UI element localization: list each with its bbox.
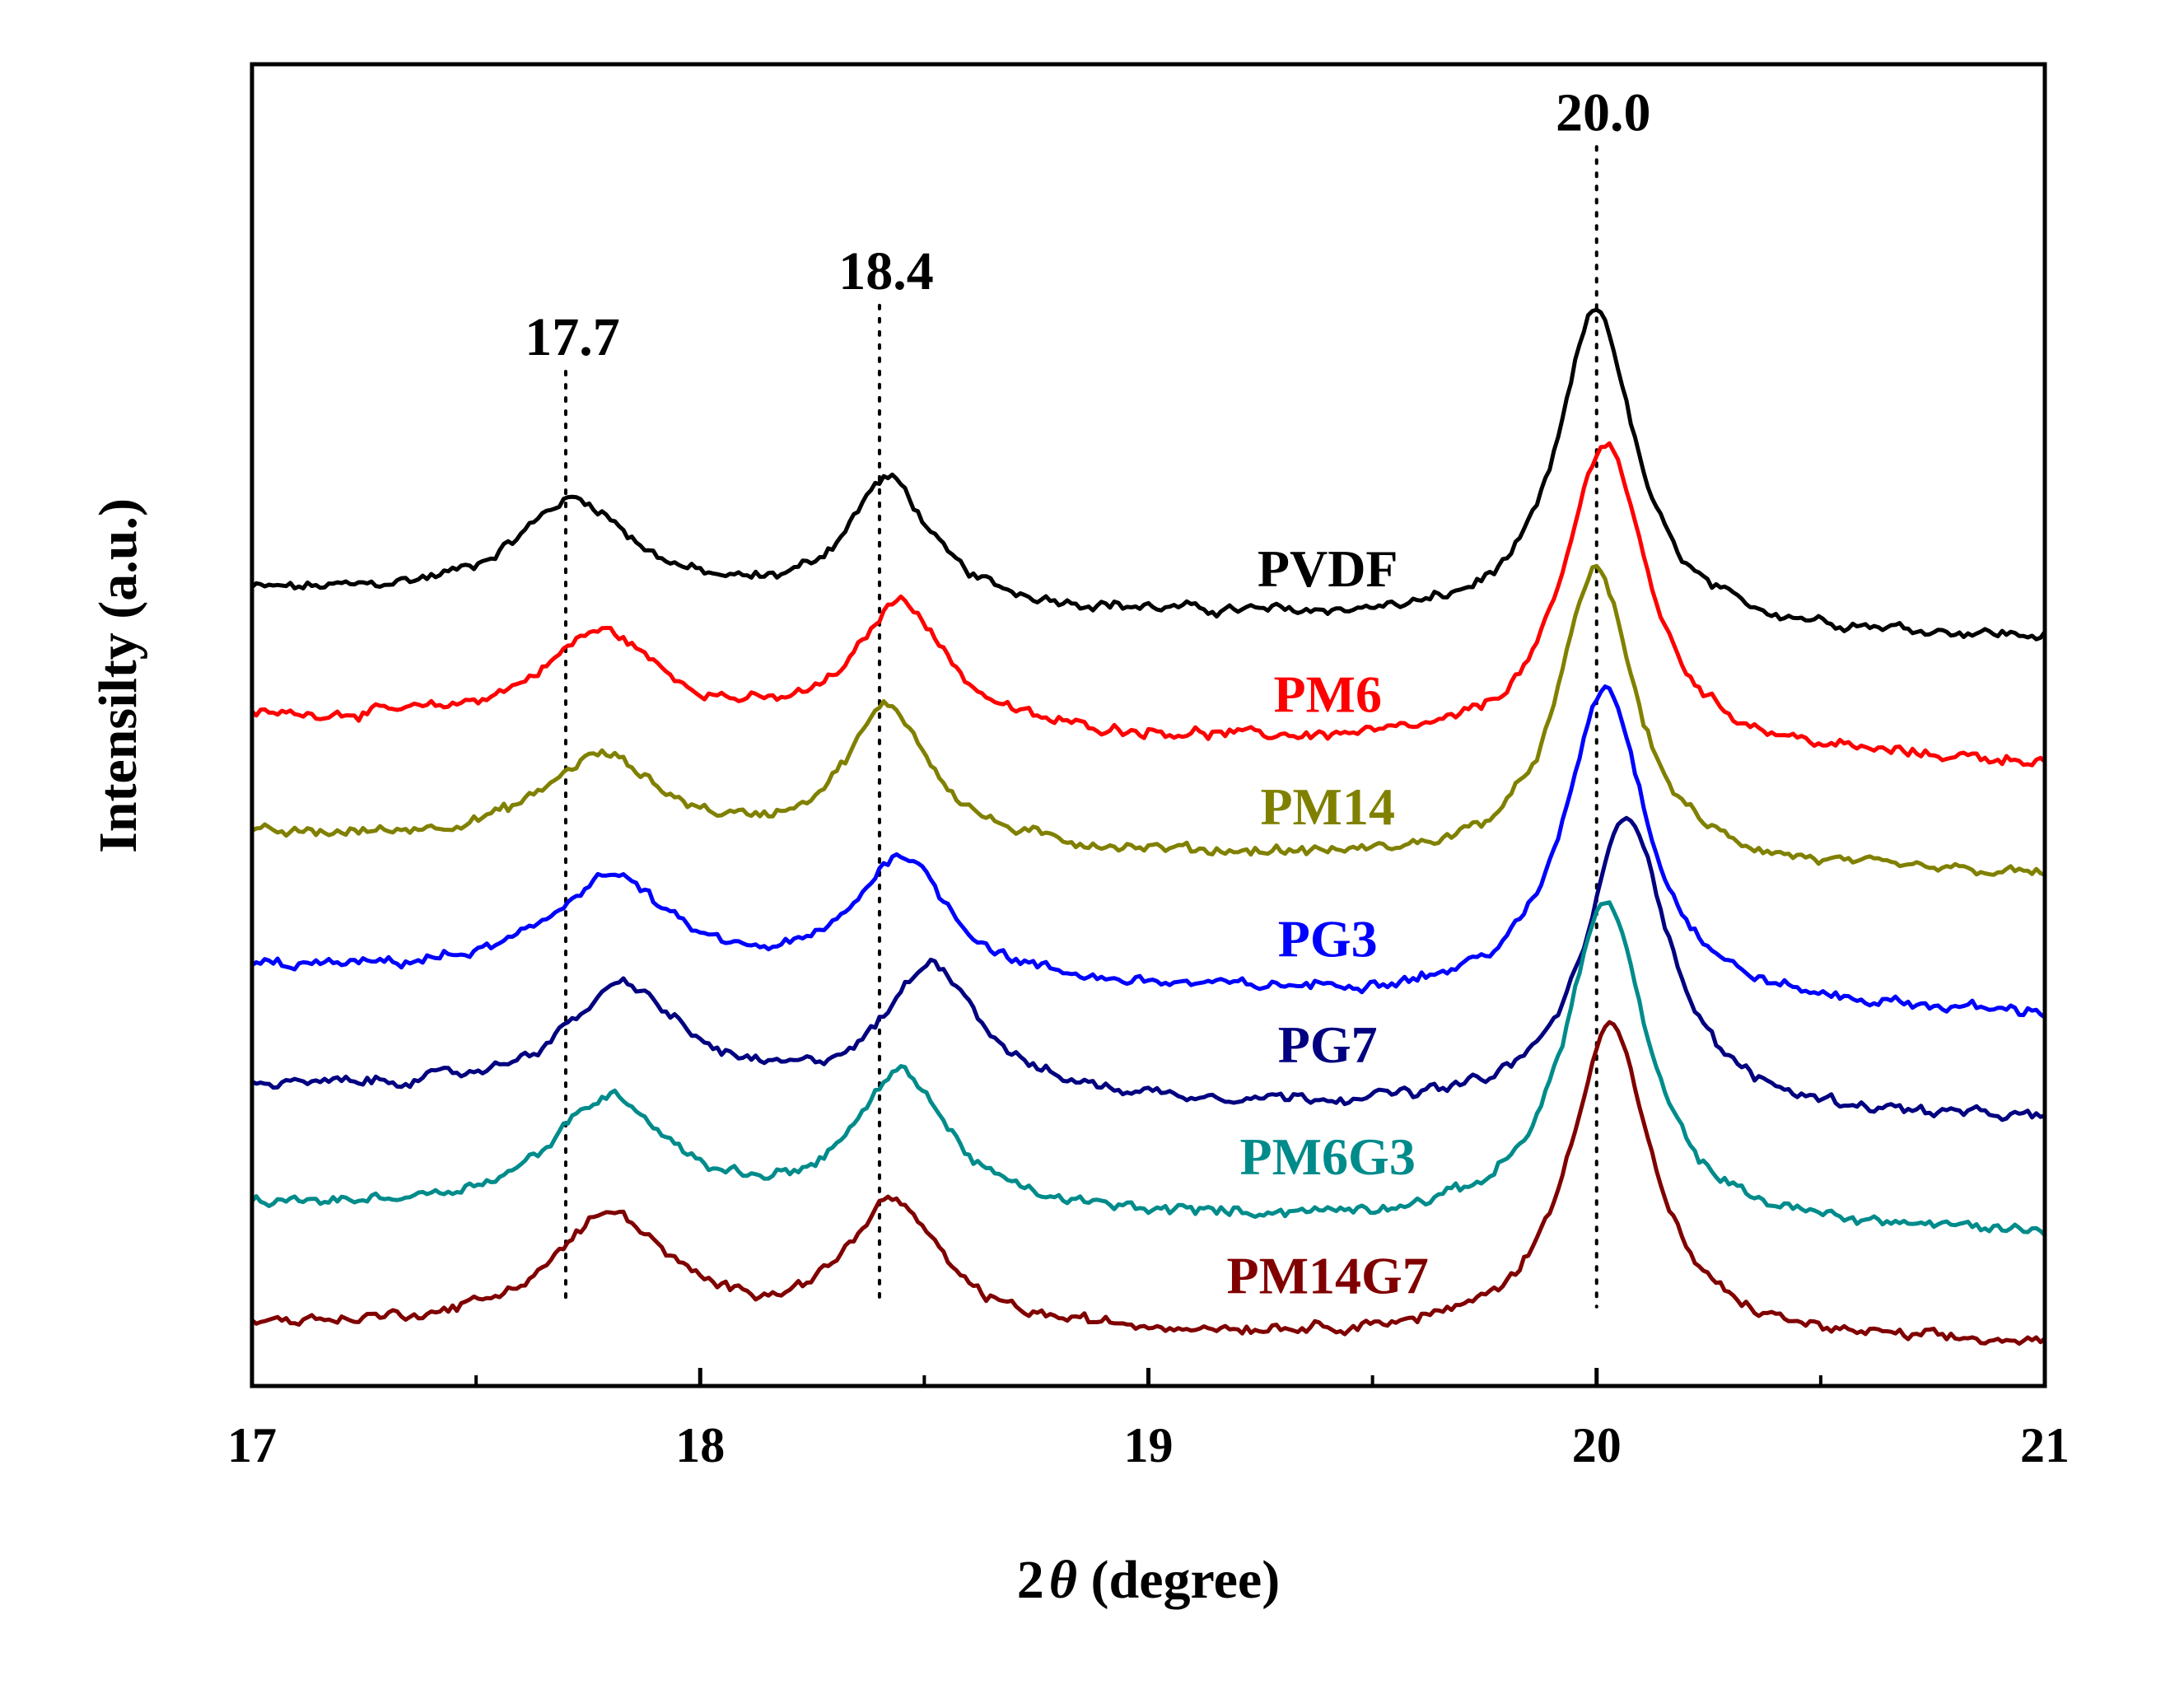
peak-label-20.0: 20.0 bbox=[1556, 82, 1651, 142]
series-line-pm14g7 bbox=[250, 1020, 2046, 1346]
peak-marker-lines bbox=[563, 145, 1598, 1309]
series-lines bbox=[250, 307, 2047, 1346]
x-tick-label-19: 19 bbox=[1124, 1418, 1174, 1472]
series-label-pm14g7: PM14G7 bbox=[1227, 1247, 1429, 1305]
x-tick-label-18: 18 bbox=[675, 1418, 725, 1472]
series-label-pvdf: PVDF bbox=[1258, 539, 1398, 598]
series-label-pm14: PM14 bbox=[1260, 777, 1395, 836]
x-tick-label-20: 20 bbox=[1572, 1418, 1622, 1472]
x-axis-ticks bbox=[250, 1368, 2047, 1386]
series-line-pm6g3 bbox=[250, 900, 2046, 1237]
x-tick-label-21: 21 bbox=[2020, 1418, 2070, 1472]
series-line-pm14 bbox=[250, 563, 2046, 877]
series-label-pg7: PG7 bbox=[1278, 1015, 1378, 1074]
peak-labels: 17.7 18.4 20.0 bbox=[525, 82, 1650, 367]
series-label-pg3: PG3 bbox=[1278, 909, 1378, 968]
peak-label-18.4: 18.4 bbox=[838, 241, 934, 301]
series-line-pg3 bbox=[250, 684, 2046, 1020]
x-tick-label-17: 17 bbox=[227, 1418, 277, 1472]
x-axis-title-theta: θ bbox=[1049, 1550, 1077, 1610]
peak-label-17.7: 17.7 bbox=[525, 307, 620, 367]
x-axis-title: 2θ (degree) bbox=[1017, 1550, 1280, 1610]
series-labels: PVDF PM6 PM14 PG3 PG7 PM6G3 PM14G7 bbox=[1227, 539, 1429, 1305]
y-axis-title: Intensilty (a.u.) bbox=[88, 498, 148, 853]
series-line-pg7 bbox=[250, 815, 2046, 1122]
series-line-pm6 bbox=[250, 441, 2046, 768]
series-label-pm6: PM6 bbox=[1273, 665, 1382, 723]
series-label-pm6g3: PM6G3 bbox=[1240, 1127, 1416, 1186]
x-axis-title-suffix: (degree) bbox=[1077, 1550, 1280, 1610]
series-line-pvdf bbox=[250, 307, 2047, 642]
x-axis-title-prefix: 2 bbox=[1017, 1550, 1044, 1610]
x-axis-tick-labels: 17 18 19 20 21 bbox=[227, 1418, 2070, 1472]
